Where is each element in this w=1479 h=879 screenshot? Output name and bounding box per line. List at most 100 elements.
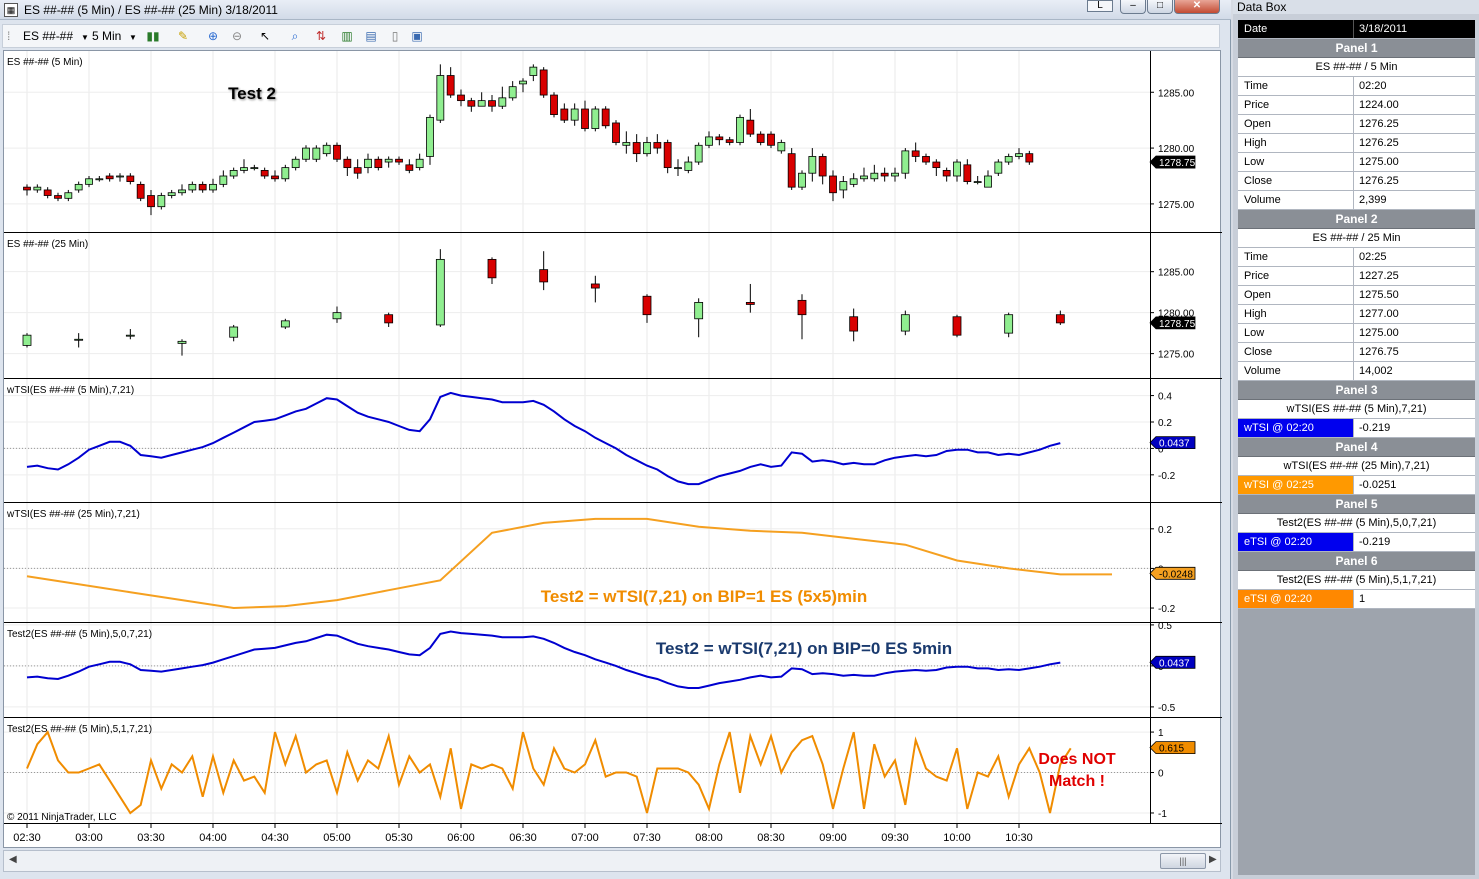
table-row: Close 1276.75	[1238, 343, 1475, 362]
candle-body	[963, 164, 972, 182]
interval-dropdown-icon[interactable]: ▼	[129, 33, 137, 42]
candle-body	[167, 192, 176, 196]
test2-annotation: Test 2	[228, 84, 276, 103]
cursor-icon[interactable]: ↖	[259, 29, 271, 43]
price-25min-ytick-label: 1275.00	[1158, 350, 1195, 361]
row-key: Open	[1238, 115, 1354, 133]
strategy-icon[interactable]: ⇅	[315, 29, 327, 43]
row-key: Close	[1238, 172, 1354, 190]
price-5min-panel-label: ES ##-## (5 Min)	[7, 57, 83, 68]
app-icon: ▦	[4, 3, 18, 17]
maximize-button[interactable]: □	[1147, 0, 1173, 14]
panel2-sub: ES ##-## / 25 Min	[1238, 229, 1475, 248]
candle-body	[952, 316, 962, 336]
test2-bip0-series-line	[26, 630, 1061, 689]
candle-body	[590, 283, 600, 289]
candle-body	[797, 299, 807, 316]
candle-body	[488, 100, 496, 107]
candle-body	[519, 80, 527, 85]
candle-body	[663, 142, 672, 169]
row-key: Volume	[1238, 191, 1354, 209]
row-value: 1277.00	[1359, 308, 1399, 320]
row-key: Volume	[1238, 362, 1354, 380]
candle-body	[994, 161, 1003, 174]
row-value: 02:25	[1359, 251, 1387, 263]
date-label: Date	[1238, 20, 1354, 38]
candle-body	[653, 142, 662, 149]
horizontal-scrollbar[interactable]: ◀ ||| ▶	[3, 850, 1221, 872]
minimize-button[interactable]: –	[1120, 0, 1146, 14]
candle-body	[539, 269, 549, 283]
candle-body	[746, 119, 755, 135]
test2-bip1-ytick-label: 1	[1158, 728, 1164, 739]
zoom-in-icon[interactable]: ⊕	[207, 29, 219, 43]
chart-window: ▦ ES ##-## (5 Min) / ES ##-## (25 Min) 3…	[0, 0, 1231, 879]
wtsi-25min-panel-label: wTSI(ES ##-## (25 Min),7,21)	[6, 509, 140, 520]
scroll-left-icon[interactable]: ◀	[9, 854, 17, 865]
candle-body	[694, 302, 704, 320]
candle-body	[860, 175, 868, 180]
candle-body	[818, 156, 827, 177]
candle-body	[745, 302, 755, 305]
test2-bip1-ytick-label: 0	[1158, 769, 1164, 780]
instrument-dropdown-icon[interactable]: ▼	[81, 33, 89, 42]
candle-body	[829, 175, 837, 194]
properties-icon[interactable]: ▣	[411, 29, 423, 43]
row-value: 14,002	[1359, 365, 1393, 377]
date-row: Date 3/18/2011	[1238, 20, 1475, 39]
row-value: 02:20	[1359, 80, 1387, 92]
candle-body	[229, 326, 239, 338]
x-tick-label: 07:30	[633, 832, 661, 844]
data-series-icon[interactable]: ▯	[391, 29, 399, 43]
copyright-text: © 2011 NinjaTrader, LLC	[7, 812, 117, 823]
close-button[interactable]: ✕	[1174, 0, 1220, 14]
instrument-selector[interactable]: ES ##-##	[23, 29, 74, 43]
chart-area[interactable]: 1285.00 1280.00 1275.00 ES ##-## (5 Min) 127…	[3, 50, 1222, 849]
candle-body	[591, 108, 600, 129]
candle-body	[157, 195, 166, 208]
bar-style-icon[interactable]: ▮▮	[146, 29, 160, 43]
interval-selector[interactable]: 5 Min	[92, 29, 122, 43]
magnify-icon[interactable]: ⌕	[291, 29, 299, 43]
x-tick-label: 10:00	[943, 832, 971, 844]
chart-canvas[interactable]: 1285.00 1280.00 1275.00 ES ##-## (5 Min) 127…	[4, 51, 1222, 849]
window-title: ES ##-## (5 Min) / ES ##-## (25 Min) 3/1…	[24, 3, 278, 17]
price-5min-ytick-label: 1285.00	[1158, 88, 1195, 99]
panel4-heading: Panel 4	[1238, 438, 1475, 457]
candle-body	[880, 172, 889, 177]
candle-body	[798, 172, 806, 188]
link-button[interactable]: L	[1087, 0, 1113, 12]
indicator-icon[interactable]: ▥	[341, 29, 353, 43]
candle-body	[353, 167, 362, 174]
candle-body	[674, 167, 682, 170]
candle-body	[271, 175, 279, 180]
chart-trader-icon[interactable]: ▤	[365, 29, 377, 43]
test2-bip0-panel-label: Test2(ES ##-## (5 Min),5,0,7,21)	[7, 629, 152, 640]
candle-body	[684, 161, 693, 171]
wtsi-5min-last-value-tag	[1149, 436, 1196, 450]
price-5min-last-value-label: 1278.75	[1159, 158, 1196, 169]
draw-pencil-icon[interactable]: ✎	[177, 29, 189, 43]
row-value: 1224.00	[1359, 99, 1399, 111]
candle-body	[870, 172, 879, 180]
scrollbar-thumb[interactable]: |||	[1160, 853, 1206, 869]
candle-body	[384, 314, 394, 324]
candle-body	[900, 314, 910, 332]
candle-body	[74, 183, 83, 191]
wtsi-25min-last-value-tag	[1149, 566, 1196, 580]
table-row: Price 1224.00	[1238, 96, 1475, 115]
candle-body	[395, 158, 403, 163]
table-row: Low 1275.00	[1238, 324, 1475, 343]
zoom-out-icon[interactable]: ⊖	[231, 29, 243, 43]
candle-body	[374, 158, 383, 169]
scroll-right-icon[interactable]: ▶	[1209, 854, 1217, 865]
candle-body	[487, 258, 497, 279]
x-tick-label: 08:30	[757, 832, 785, 844]
table-row: Time 02:25	[1238, 248, 1475, 267]
candle-body	[280, 320, 290, 328]
panel5-heading: Panel 5	[1238, 495, 1475, 514]
candle-body	[581, 108, 589, 129]
candle-body	[725, 139, 734, 143]
row-value: -0.219	[1359, 422, 1391, 434]
panel1-sub: ES ##-## / 5 Min	[1238, 58, 1475, 77]
